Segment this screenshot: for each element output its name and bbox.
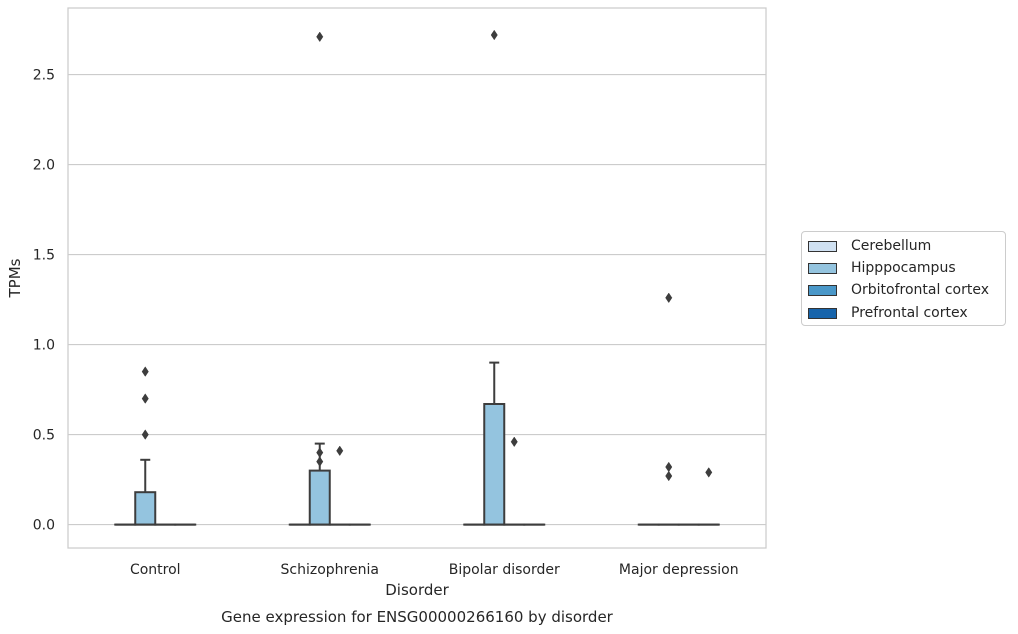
legend-item-orbitofrontal-cortex: Orbitofrontal cortex — [808, 279, 989, 301]
legend-label-prefrontal-cortex: Prefrontal cortex — [851, 305, 968, 321]
legend-label-cerebellum: Cerebellum — [851, 238, 932, 254]
x-tick-label-major-depression: Major depression — [619, 562, 739, 578]
legend-swatch-prefrontal-cortex — [808, 307, 837, 319]
legend-item-cerebellum: Cerebellum — [808, 235, 931, 257]
outlier-point — [665, 461, 673, 473]
legend-swatch-cerebellum — [808, 240, 837, 252]
outlier-point — [510, 436, 518, 448]
x-tick-label-control: Control — [130, 562, 181, 578]
x-tick-label-bipolar-disorder: Bipolar disorder — [449, 562, 560, 578]
outlier-point — [665, 470, 673, 482]
legend-label-hipppocampus: Hipppocampus — [851, 260, 956, 276]
legend-item-prefrontal-cortex: Prefrontal cortex — [808, 302, 968, 324]
x-axis-label: Disorder — [385, 581, 449, 599]
y-tick-label: 1.5 — [33, 248, 55, 264]
box-hipppocampus-bipolar-disorder — [483, 361, 506, 526]
box-body — [308, 469, 331, 526]
outlier-point — [316, 31, 324, 43]
boxes — [114, 361, 720, 526]
outliers — [141, 29, 713, 482]
y-tick-label: 0.5 — [33, 428, 55, 444]
x-tick-label-schizophrenia: Schizophrenia — [281, 562, 379, 578]
outlier-point — [705, 467, 713, 478]
outlier-point — [490, 29, 498, 41]
outlier-point — [316, 447, 324, 458]
y-tick-label: 0.0 — [33, 518, 55, 534]
chart-title: Gene expression for ENSG00000266160 by d… — [221, 608, 614, 626]
outlier-point — [336, 445, 344, 457]
box-body — [134, 491, 157, 526]
box-hipppocampus-control — [134, 458, 157, 526]
legend-label-orbitofrontal-cortex: Orbitofrontal cortex — [851, 282, 989, 298]
box-body — [483, 403, 506, 526]
x-axis-ticks: Control Schizophrenia Bipolar disorder Majo… — [130, 562, 739, 578]
outlier-point — [141, 393, 149, 404]
y-tick-label: 2.0 — [33, 158, 55, 174]
legend-item-hipppocampus: Hipppocampus — [808, 257, 956, 279]
legend-swatch-hipppocampus — [808, 262, 837, 274]
outlier-point — [316, 456, 324, 467]
y-axis-ticks: 0.0 0.5 1.0 1.5 2.0 2.5 — [33, 68, 55, 534]
outlier-point — [141, 429, 149, 440]
legend: Cerebellum Hipppocampus Orbitofrontal co… — [801, 231, 1006, 326]
plot-frame — [67, 7, 767, 549]
y-axis-label: TPMs — [6, 258, 24, 298]
legend-swatch-orbitofrontal-cortex — [808, 284, 837, 296]
outlier-point — [665, 292, 673, 304]
y-tick-label: 1.0 — [33, 338, 55, 354]
outlier-point — [141, 366, 149, 377]
gridlines — [68, 74, 766, 526]
y-tick-label: 2.5 — [33, 68, 55, 84]
